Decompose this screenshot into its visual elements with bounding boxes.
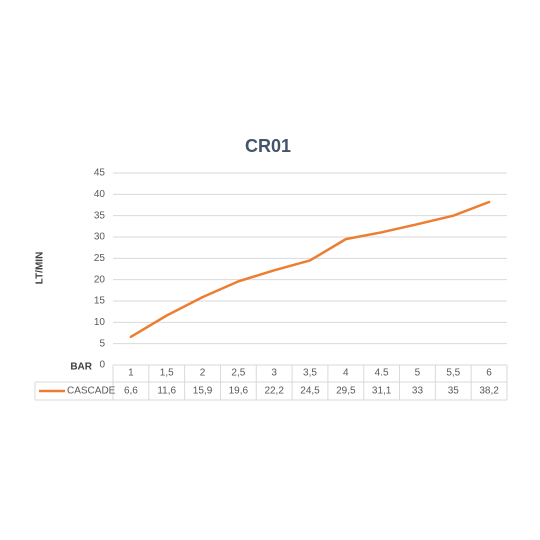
- data-table-value: 24,5: [300, 386, 320, 397]
- series-line: [129, 200, 491, 339]
- data-table-value: 38,2: [479, 386, 499, 397]
- y-tick-label: 35: [94, 210, 106, 221]
- x-tick-label: 3,5: [303, 368, 317, 379]
- data-table-value: 11,6: [157, 386, 176, 397]
- x-tick-label: 4: [343, 368, 349, 379]
- x-tick-label: 5: [415, 368, 421, 379]
- data-table-value: 15,9: [193, 386, 213, 397]
- x-tick-label: 3: [271, 368, 277, 379]
- data-table-value: 22,2: [264, 386, 284, 397]
- data-table-value: 29,5: [336, 386, 356, 397]
- y-tick-label: 10: [94, 317, 106, 328]
- x-tick-label: 1: [128, 368, 134, 379]
- y-tick-label: 40: [94, 189, 106, 200]
- x-axis-title: BAR: [70, 362, 92, 373]
- x-tick-label: 2: [200, 368, 206, 379]
- x-tick-label: 4.5: [375, 368, 389, 379]
- data-table-value: 33: [412, 386, 424, 397]
- x-tick-label: 5,5: [446, 368, 460, 379]
- y-tick-label: 15: [94, 296, 106, 307]
- data-table-value: 19,6: [229, 386, 249, 397]
- y-tick-label: 45: [94, 168, 106, 179]
- y-tick-label: 0: [99, 360, 105, 371]
- y-tick-label: 5: [99, 338, 105, 349]
- y-tick-label: 25: [94, 253, 106, 264]
- y-tick-label: 20: [94, 274, 106, 285]
- x-tick-label: 6: [486, 368, 492, 379]
- legend-label: CASCADE: [67, 386, 116, 397]
- y-axis-title: LT/MIN: [35, 252, 46, 285]
- data-table-value: 31,1: [372, 386, 392, 397]
- chart-title: CR01: [245, 136, 291, 156]
- data-table-value: 6,6: [124, 386, 138, 397]
- x-tick-label: 2,5: [231, 368, 245, 379]
- y-tick-label: 30: [94, 232, 106, 243]
- data-table-value: 35: [448, 386, 460, 397]
- x-tick-label: 1,5: [160, 368, 174, 379]
